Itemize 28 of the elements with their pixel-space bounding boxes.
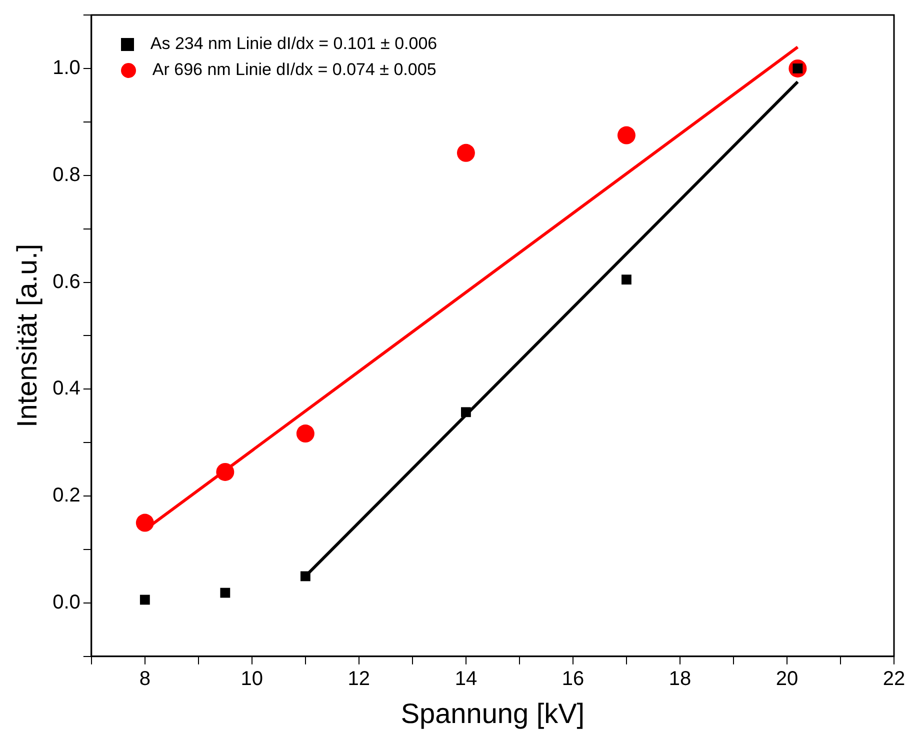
x-tick-label: 16	[562, 668, 584, 690]
x-tick-label: 10	[240, 668, 264, 690]
legend-label: As 234 nm Linie dI/dx = 0.101 ± 0.006	[150, 33, 438, 55]
x-tick-label: 12	[348, 668, 370, 690]
y-axis-title: Intensität [a.u.]	[12, 244, 43, 428]
point	[300, 571, 310, 582]
y-tick-label: 0.2	[52, 484, 80, 507]
legend-label: Ar 696 nm Linie dI/dx = 0.074 ± 0.005	[152, 59, 436, 81]
point	[456, 144, 475, 162]
point	[622, 274, 632, 285]
point	[220, 588, 230, 598]
y-tick-label: 0.8	[52, 164, 80, 186]
point	[617, 126, 636, 144]
point	[136, 514, 154, 532]
x-tick-label: 18	[668, 668, 692, 690]
x-tick-label: 22	[882, 668, 906, 690]
x-tick-label: 14	[454, 668, 478, 690]
point	[140, 594, 150, 605]
point	[216, 463, 234, 481]
x-tick-label: 8	[139, 668, 150, 690]
y-tick-label: 1.0	[52, 56, 80, 79]
y-tick-label: 0.4	[52, 378, 80, 400]
y-tick-label: 0.6	[52, 270, 80, 293]
point	[296, 424, 314, 443]
x-axis-title: Spannung [kV]	[400, 698, 585, 729]
point	[461, 407, 471, 418]
x-tick-label: 20	[776, 668, 798, 690]
y-tick-label: 0.0	[52, 591, 80, 614]
